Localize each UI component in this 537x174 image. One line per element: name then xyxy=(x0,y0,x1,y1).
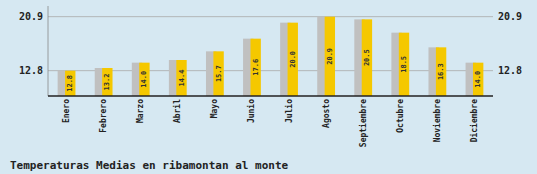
y-tick-label-right: 12.8 xyxy=(498,65,522,76)
x-tick-label: Septiembre xyxy=(358,99,368,147)
bar xyxy=(362,19,372,96)
data-label: 20.0 xyxy=(289,51,297,68)
bar xyxy=(325,17,335,96)
data-label: 14.0 xyxy=(474,71,482,88)
data-label: 13.2 xyxy=(103,74,111,91)
chart-container: 12.8 12.8 20.9 20.9 12.8 13.2 14.0 14.4 15.7 17.6… xyxy=(0,0,537,174)
x-tick-label: Junio xyxy=(246,99,256,123)
bar xyxy=(139,63,149,96)
data-label: 20.9 xyxy=(326,48,334,65)
grid-line xyxy=(48,70,493,71)
x-tick-label: Enero xyxy=(62,99,71,123)
chart-svg: 12.8 12.8 20.9 20.9 12.8 13.2 14.0 14.4 15.7 17.6… xyxy=(0,0,537,174)
x-tick-label: Febrero xyxy=(99,99,108,133)
x-tick-label: Abril xyxy=(172,99,182,123)
bar xyxy=(436,47,446,96)
bar xyxy=(473,63,483,96)
x-axis-line xyxy=(48,95,493,97)
data-label: 14.4 xyxy=(178,70,186,87)
data-label: 12.8 xyxy=(66,75,74,92)
data-label: 17.6 xyxy=(252,59,260,76)
data-label: 16.3 xyxy=(437,63,445,80)
bar xyxy=(288,23,298,96)
x-tick-label: Mayo xyxy=(210,99,219,118)
x-tick-label: Julio xyxy=(284,99,294,123)
data-label: 20.5 xyxy=(363,49,371,66)
bar xyxy=(213,51,223,96)
x-tick-label: Agosto xyxy=(322,99,331,128)
bar xyxy=(250,39,260,96)
x-tick-label: Octubre xyxy=(396,99,405,133)
data-label: 15.7 xyxy=(215,65,223,82)
y-axis-line xyxy=(48,6,49,96)
data-label: 14.0 xyxy=(140,71,148,88)
y-tick-label: 12.8 xyxy=(19,65,43,76)
y-tick-label-right: 20.9 xyxy=(498,11,522,22)
x-tick-label: Marzo xyxy=(136,99,145,123)
grid-line xyxy=(48,16,493,17)
data-label: 18.5 xyxy=(400,56,408,73)
bars xyxy=(58,17,484,96)
y-tick-label: 20.9 xyxy=(19,11,43,22)
bar xyxy=(176,60,186,96)
x-tick-label: Diciembre xyxy=(469,99,479,143)
bar xyxy=(102,68,112,96)
bar xyxy=(399,33,409,96)
x-tick-label: Noviembre xyxy=(432,99,442,143)
bar xyxy=(65,71,75,96)
title: Temperaturas Medias en ribamontan al mon… xyxy=(10,159,289,172)
